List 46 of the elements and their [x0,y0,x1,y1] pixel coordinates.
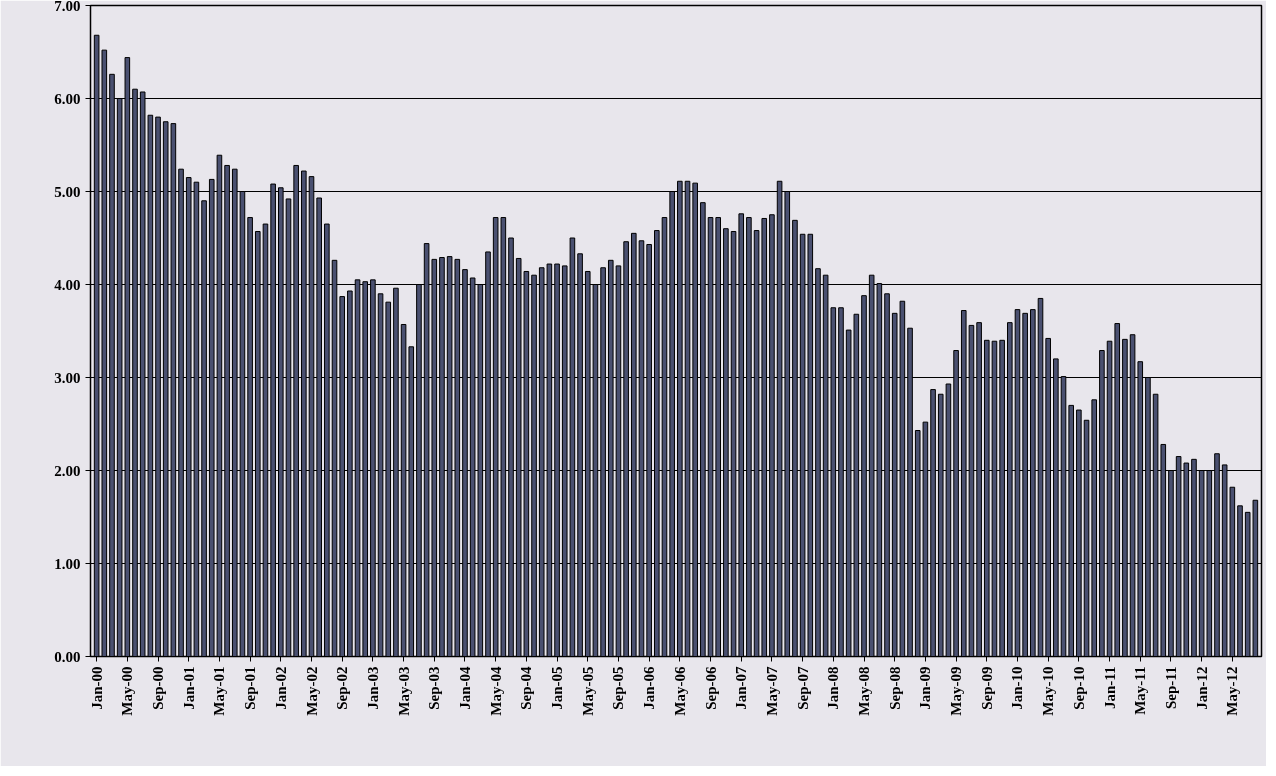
y-tick-label: 7.00 [54,0,81,14]
x-tick-label: May-12 [1224,666,1241,716]
x-tick-label: Sep-10 [1070,666,1087,710]
x-tick-label: May-03 [395,666,412,716]
x-tick-label: Jan-05 [549,666,566,710]
x-tick-label: Sep-09 [978,666,995,710]
x-tick-label: Jan-07 [733,666,750,710]
x-tick-label: Jan-04 [456,666,473,710]
x-tick-label: Jan-11 [1101,666,1118,710]
x-tick-label: May-02 [303,666,320,716]
x-tick-label: Jan-10 [1009,666,1026,710]
x-tick-label: Jan-03 [364,666,381,710]
x-tick-label: May-01 [211,666,228,716]
y-tick-label: 3.00 [54,369,81,386]
x-tick-label: May-09 [948,666,965,716]
x-tick-label: May-05 [579,666,596,716]
x-tick-label: May-10 [1040,666,1057,716]
y-tick-label: 2.00 [54,462,81,479]
y-tick-label: 4.00 [54,276,81,293]
y-tick-label: 1.00 [54,555,81,572]
x-tick-label: Jan-08 [825,666,842,710]
x-tick-label: Sep-08 [886,666,903,710]
x-tick-label: May-08 [856,666,872,716]
x-tick-label: Jan-01 [180,666,197,710]
x-tick-label: Sep-05 [610,666,627,710]
x-tick-label: Sep-01 [242,666,259,710]
x-tick-label: Sep-03 [426,666,443,710]
x-tick-label: Sep-04 [518,666,535,710]
y-tick-label: 0.00 [54,648,81,665]
y-tick-label: 5.00 [54,183,81,200]
x-tick-label: Jan-02 [272,666,289,710]
x-tick-label: May-00 [119,666,136,716]
x-tick-label: May-07 [763,666,780,716]
x-tick-label: Jan-00 [88,666,105,710]
x-tick-label: Sep-07 [794,666,811,710]
x-tick-label: Jan-12 [1193,666,1210,710]
x-tick-label: May-06 [671,666,688,716]
y-tick-label: 6.00 [54,90,81,107]
x-tick-label: May-04 [487,666,504,716]
x-tick-label: Sep-06 [702,666,719,710]
x-tick-label: May-11 [1132,666,1149,715]
x-tick-label: Jan-09 [917,666,934,710]
x-tick-label: Jan-06 [641,666,658,710]
x-tick-label: Sep-11 [1162,666,1179,710]
x-tick-label: Sep-00 [150,666,167,710]
x-tick-label: Sep-02 [334,666,351,710]
